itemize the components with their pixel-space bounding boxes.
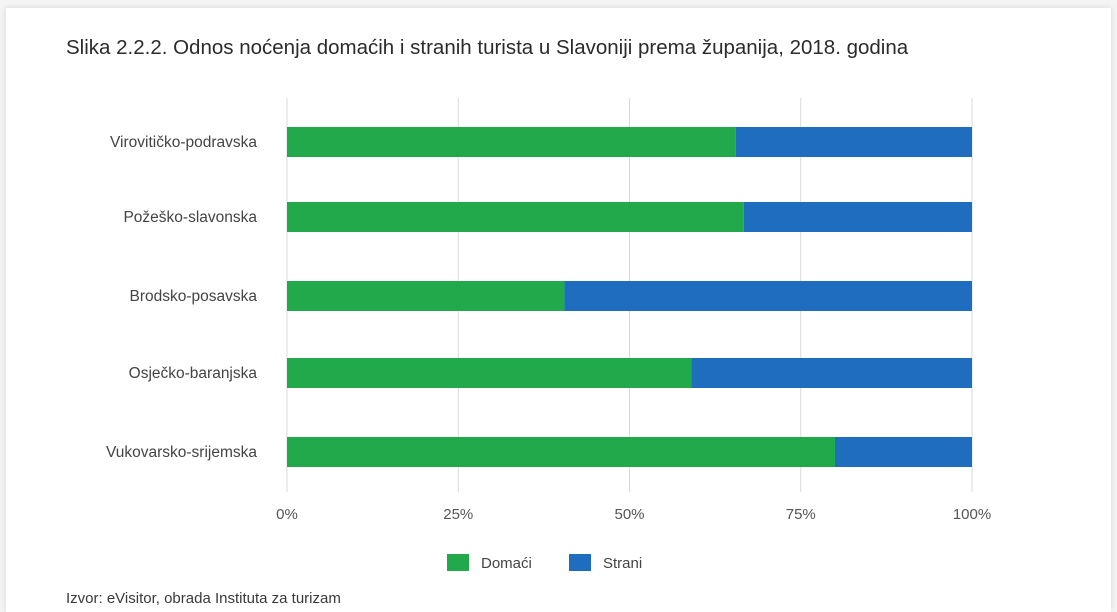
legend: Domaći Strani bbox=[447, 554, 642, 572]
x-tick-label: 100% bbox=[953, 506, 991, 523]
bar-domaci bbox=[287, 437, 835, 467]
category-label: Brodsko-posavska bbox=[129, 288, 257, 305]
bar-domaci bbox=[287, 281, 565, 311]
bar-domaci bbox=[287, 358, 692, 388]
bar-strani bbox=[743, 202, 972, 232]
bar-strani bbox=[835, 437, 972, 467]
bar-strani bbox=[564, 281, 972, 311]
category-label: Virovitičko-podravska bbox=[110, 134, 257, 151]
category-labels: Virovitičko-podravska Požeško-slavonska Br… bbox=[106, 134, 257, 461]
legend-label: Domaći bbox=[481, 555, 532, 572]
x-tick-label: 50% bbox=[614, 506, 644, 523]
category-label: Vukovarsko-srijemska bbox=[106, 444, 257, 461]
legend-swatch bbox=[447, 554, 469, 571]
x-tick-label: 0% bbox=[276, 506, 298, 523]
x-tick-labels: 0% 25% 50% 75% 100% bbox=[276, 506, 991, 523]
bar-strani bbox=[691, 358, 972, 388]
bar-domaci bbox=[287, 127, 736, 157]
legend-swatch bbox=[569, 554, 591, 571]
category-label: Osječko-baranjska bbox=[129, 365, 258, 382]
bars bbox=[287, 127, 972, 467]
legend-label: Strani bbox=[603, 555, 642, 572]
x-tick-label: 25% bbox=[443, 506, 473, 523]
bar-strani bbox=[735, 127, 972, 157]
x-tick-label: 75% bbox=[786, 506, 816, 523]
chart-title: Slika 2.2.2. Odnos noćenja domaćih i str… bbox=[66, 36, 909, 59]
bar-domaci bbox=[287, 202, 744, 232]
source-note: Izvor: eVisitor, obrada Instituta za tur… bbox=[66, 590, 341, 607]
category-label: Požeško-slavonska bbox=[123, 209, 257, 226]
